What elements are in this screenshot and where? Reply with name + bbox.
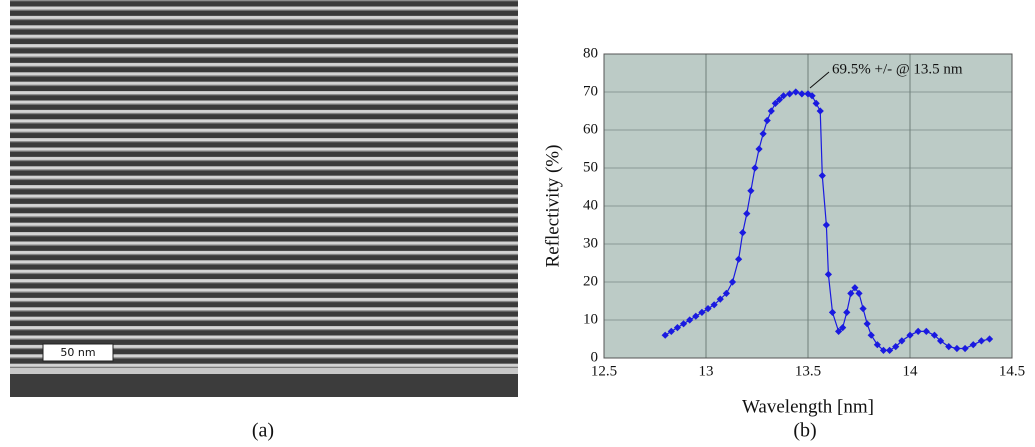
- annotation: 69.5% +/- @ 13.5 nm: [832, 61, 963, 77]
- data-point: [710, 301, 718, 309]
- y-tick-label: 40: [583, 197, 598, 213]
- data-point: [953, 344, 961, 353]
- y-tick-label: 20: [583, 273, 598, 289]
- annotation-arrow: [809, 71, 830, 89]
- data-point: [985, 335, 994, 343]
- y-tick-label: 30: [583, 235, 598, 251]
- data-point: [779, 92, 788, 100]
- panel-caption: (b): [793, 420, 816, 442]
- y-axis-label: Reflectivity (%): [542, 145, 563, 268]
- data-point: [816, 107, 824, 115]
- x-tick-label: 13.5: [795, 363, 821, 379]
- data-point: [739, 229, 747, 237]
- substrate-edge: [10, 368, 518, 374]
- data-point: [847, 289, 855, 297]
- data-point: [759, 130, 767, 138]
- data-point: [698, 308, 706, 316]
- data-point: [716, 295, 724, 303]
- data-point: [792, 88, 800, 96]
- data-point: [863, 320, 871, 328]
- data-point: [859, 305, 867, 313]
- data-point: [906, 331, 914, 339]
- x-tick-label: 13: [699, 363, 714, 379]
- y-tick-label: 0: [591, 349, 599, 365]
- y-tick-label: 70: [583, 83, 598, 99]
- x-tick-label: 14.5: [999, 363, 1025, 379]
- micrograph: [10, 0, 518, 370]
- data-point: [873, 341, 881, 349]
- data-point: [812, 99, 820, 107]
- data-point: [751, 164, 759, 172]
- data-point: [822, 221, 830, 229]
- data-point: [839, 324, 847, 332]
- data-point: [855, 289, 863, 297]
- data-point: [945, 343, 953, 351]
- chart-panel: 0 10 20 30 40 50 60 70 80 12.5 13 13.5 14 14.5 69.5% …: [542, 45, 1025, 441]
- data-point: [835, 327, 843, 335]
- micrograph-panel: 50 nm (a): [10, 0, 518, 442]
- data-point: [704, 305, 712, 313]
- data-point: [977, 337, 985, 345]
- data-point: [771, 99, 779, 107]
- data-point: [747, 187, 755, 195]
- data-point: [892, 343, 900, 351]
- data-point: [667, 327, 675, 335]
- data-point: [673, 324, 682, 332]
- data-point: [755, 145, 763, 153]
- data-point: [686, 316, 694, 324]
- scale-bar-box: [42, 343, 114, 362]
- data-point: [851, 284, 859, 292]
- data-point: [886, 346, 894, 354]
- x-tick-label: 12.5: [591, 363, 617, 379]
- data-point: [679, 320, 688, 328]
- plot-frame: [603, 53, 1013, 359]
- data-point: [914, 327, 922, 335]
- data-point: [722, 289, 730, 297]
- data-point: [937, 337, 945, 345]
- substrate: [10, 374, 518, 397]
- data-point: [743, 210, 751, 218]
- data-point: [961, 344, 969, 353]
- data-point: [775, 96, 784, 104]
- y-tick-label: 80: [583, 45, 598, 61]
- data-point: [808, 92, 816, 100]
- data-point: [828, 308, 837, 316]
- data-point: [818, 172, 826, 180]
- data-point: [692, 312, 700, 320]
- data-point: [767, 107, 775, 115]
- data-point: [898, 337, 906, 345]
- y-tick-label: 50: [583, 159, 598, 175]
- data-point: [930, 331, 939, 339]
- data-point: [867, 331, 875, 339]
- data-point: [735, 255, 743, 263]
- data-point: [763, 116, 771, 125]
- data-point: [798, 90, 806, 98]
- panel-caption: (a): [252, 420, 274, 442]
- scale-bar-label: 50 nm: [60, 346, 95, 359]
- data-point: [824, 270, 832, 278]
- data-point: [786, 90, 794, 98]
- y-tick-label: 10: [583, 311, 598, 327]
- data-point: [661, 331, 669, 339]
- data-point: [843, 308, 851, 316]
- x-axis-label: Wavelength [nm]: [742, 396, 874, 417]
- y-tick-label: 60: [583, 121, 598, 137]
- x-tick-label: 14: [903, 363, 919, 379]
- data-point: [728, 278, 737, 286]
- data-point: [879, 346, 888, 354]
- data-point: [922, 327, 930, 335]
- data-point: [969, 341, 977, 349]
